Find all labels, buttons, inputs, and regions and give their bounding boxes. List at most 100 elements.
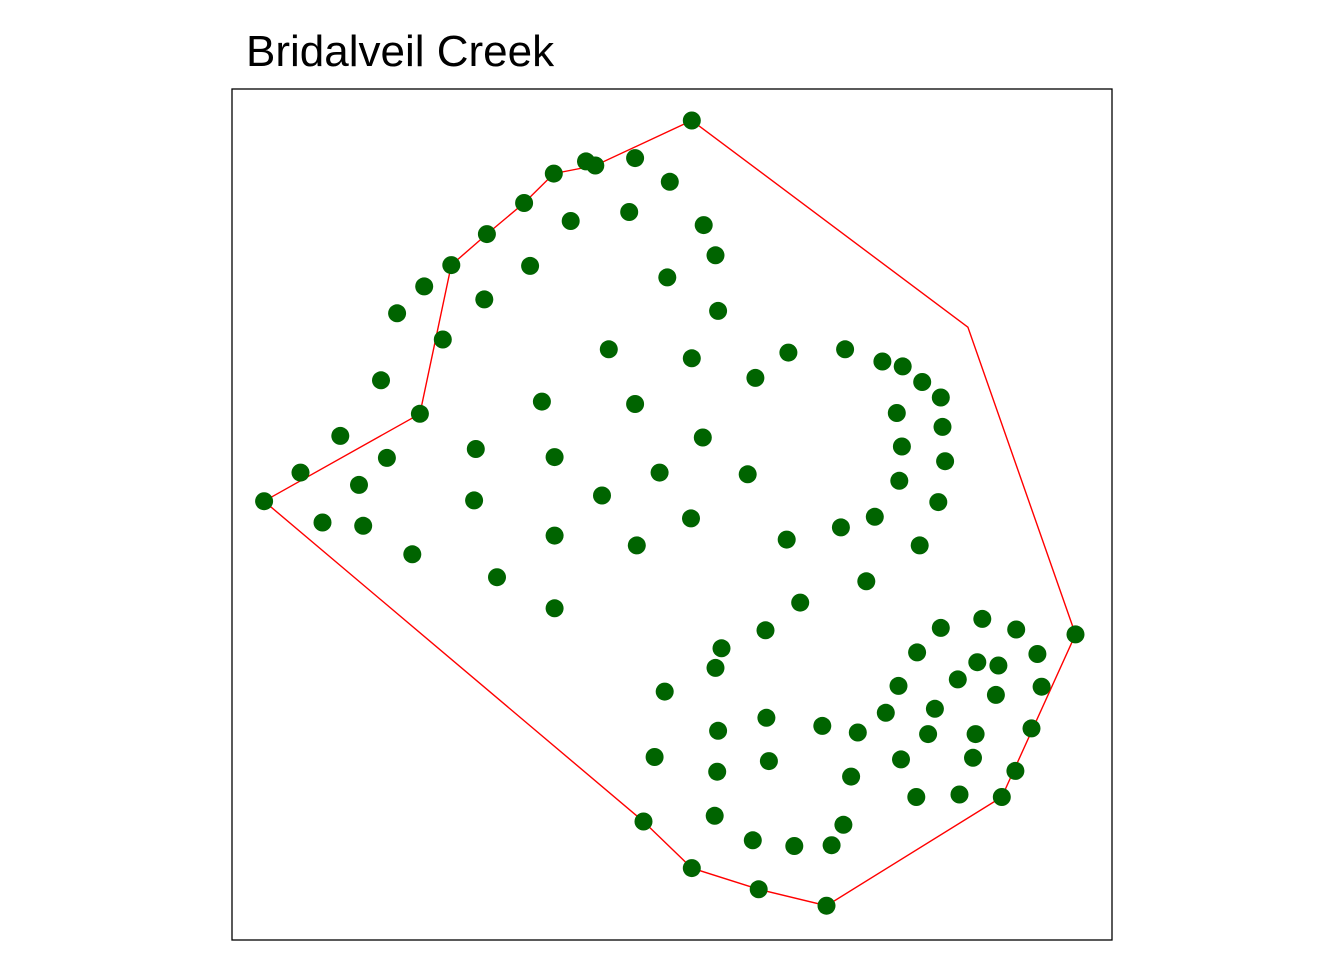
points-layer (255, 111, 1085, 915)
data-point (743, 831, 762, 850)
data-point (626, 395, 645, 413)
data-point (964, 748, 982, 767)
data-point (660, 172, 679, 191)
data-point (620, 203, 639, 221)
plot-frame (231, 88, 1113, 941)
data-point (842, 767, 861, 786)
data-point (929, 493, 948, 512)
data-point (756, 621, 775, 640)
data-point (933, 417, 952, 436)
data-point (913, 373, 932, 391)
data-point (817, 896, 836, 915)
data-point (746, 368, 765, 387)
data-point (738, 465, 757, 484)
data-point (791, 593, 810, 612)
data-point (779, 343, 798, 362)
data-point (992, 788, 1011, 806)
data-point (627, 536, 646, 555)
data-point (403, 545, 422, 564)
data-point (931, 388, 950, 407)
data-point (561, 212, 580, 230)
data-point (706, 246, 725, 265)
data-point (1032, 677, 1051, 696)
data-point (388, 304, 407, 323)
data-point (1007, 620, 1026, 639)
data-point (925, 699, 944, 718)
data-point (822, 836, 841, 855)
data-point (757, 708, 776, 727)
data-point (255, 492, 274, 511)
data-point (586, 156, 605, 175)
data-point (682, 509, 700, 528)
data-point (655, 682, 674, 701)
data-point (968, 653, 987, 672)
data-point (545, 599, 564, 618)
data-point (532, 392, 551, 411)
data-point (785, 837, 804, 855)
data-point (836, 340, 855, 359)
data-point (989, 656, 1008, 675)
data-point (694, 216, 713, 235)
data-point (545, 448, 564, 467)
data-point (593, 486, 611, 505)
data-point (682, 349, 701, 368)
data-point (442, 256, 461, 275)
data-point (876, 703, 895, 722)
data-point (682, 859, 701, 878)
data-point (1022, 719, 1041, 738)
data-point (712, 639, 731, 658)
data-point (415, 277, 434, 296)
data-point (645, 748, 664, 766)
data-point (848, 723, 867, 742)
data-point (682, 111, 701, 130)
data-point (1006, 761, 1025, 780)
data-point (834, 815, 853, 834)
data-point (313, 513, 332, 532)
data-point (331, 426, 350, 445)
data-point (1028, 645, 1047, 663)
data-point (931, 618, 950, 637)
data-point (477, 225, 496, 244)
data-point (893, 357, 912, 376)
data-point (466, 440, 485, 458)
data-point (966, 725, 985, 744)
data-point (831, 518, 850, 537)
data-point (599, 340, 618, 359)
data-point (910, 536, 929, 555)
data-point (708, 762, 727, 781)
data-point (749, 880, 768, 899)
data-point (350, 475, 368, 494)
data-point (777, 530, 796, 549)
data-point (291, 463, 310, 482)
convex-hull-line (262, 119, 1077, 907)
data-point (626, 149, 645, 168)
data-point (986, 685, 1005, 704)
data-point (475, 290, 494, 309)
data-point (873, 352, 892, 371)
data-point (515, 194, 534, 212)
convex-hull-layer (262, 119, 1077, 907)
data-point (410, 404, 429, 423)
data-point (950, 785, 969, 804)
data-point (907, 788, 926, 806)
data-point (488, 568, 506, 587)
data-point (372, 371, 390, 390)
data-point (650, 463, 669, 482)
data-point (709, 721, 728, 740)
data-point (865, 507, 884, 526)
data-point (1066, 625, 1085, 644)
data-point (465, 491, 484, 510)
data-point (919, 725, 938, 744)
chart-title: Bridalveil Creek (246, 27, 555, 76)
data-point (892, 437, 911, 456)
data-point (936, 452, 955, 471)
data-point (887, 404, 906, 422)
data-point (705, 806, 724, 825)
data-point (354, 516, 373, 535)
data-point (889, 676, 908, 695)
data-point (857, 572, 876, 591)
data-point (908, 643, 927, 662)
data-point (973, 609, 992, 628)
data-point (709, 301, 728, 320)
